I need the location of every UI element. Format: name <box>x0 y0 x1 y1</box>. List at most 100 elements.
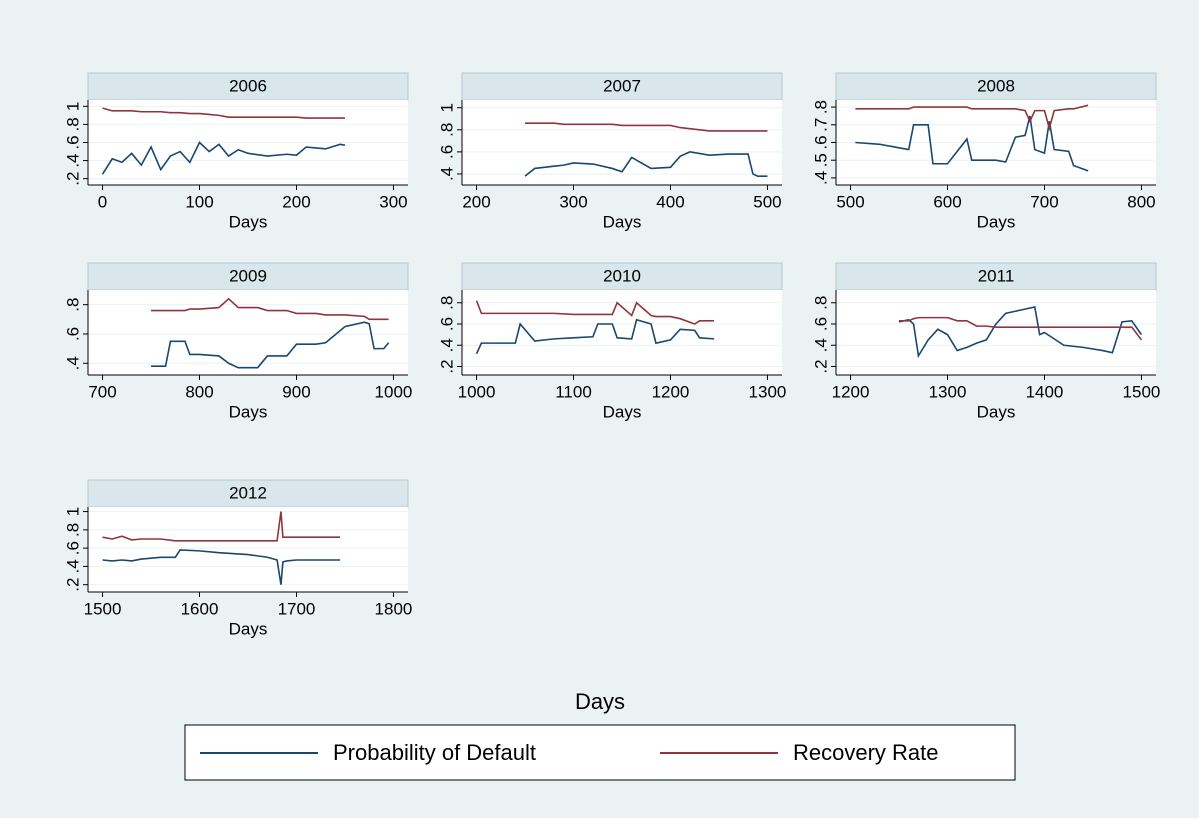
series-line <box>102 511 341 542</box>
x-tick-label: 1500 <box>1123 382 1161 401</box>
x-tick-label: 100 <box>185 192 213 211</box>
x-tick-label: 1500 <box>84 599 122 618</box>
y-tick-label: 1 <box>437 103 456 112</box>
x-tick-label: 1300 <box>929 382 967 401</box>
panel-title-bar <box>87 72 409 101</box>
x-tick-label: 800 <box>185 382 213 401</box>
y-tick-label: .8 <box>63 117 82 131</box>
x-axis-label: Days <box>977 212 1016 231</box>
y-tick-label: .6 <box>437 145 456 159</box>
x-axis-label: Days <box>229 212 268 231</box>
y-tick-label: .4 <box>63 559 82 573</box>
y-tick-label: .4 <box>63 356 82 370</box>
y-tick-label: .8 <box>811 296 830 310</box>
y-tick-label: 1 <box>63 507 82 516</box>
panel-title-bar <box>87 479 409 508</box>
y-tick-label: .2 <box>811 359 830 373</box>
x-tick-label: 1700 <box>278 599 316 618</box>
series-line <box>102 549 341 585</box>
x-tick-label: 700 <box>1030 192 1058 211</box>
series-line <box>855 115 1089 172</box>
series-line <box>525 122 768 132</box>
y-tick-label: .6 <box>811 135 830 149</box>
x-tick-label: 200 <box>462 192 490 211</box>
y-tick-label: .7 <box>811 118 830 132</box>
series-line <box>899 316 1143 341</box>
x-tick-label: 300 <box>559 192 587 211</box>
series-line <box>524 151 768 177</box>
x-tick-label: 0 <box>98 192 107 211</box>
y-tick-label: .4 <box>811 171 830 185</box>
panel-title-bar <box>87 262 409 291</box>
legend-box <box>184 724 1016 781</box>
series-line <box>475 300 715 325</box>
series-line <box>151 297 389 321</box>
panel-title: 2009 <box>229 266 267 285</box>
y-tick-label: .8 <box>811 100 830 114</box>
panel-title: 2006 <box>229 76 267 95</box>
panel-title-bar <box>461 72 783 101</box>
y-tick-label: .2 <box>63 172 82 186</box>
panel-title-bar <box>835 262 1157 291</box>
x-tick-label: 700 <box>88 382 116 401</box>
x-tick-label: 1600 <box>181 599 219 618</box>
panel-title: 2010 <box>603 266 641 285</box>
panel-title: 2012 <box>229 483 267 502</box>
series-line <box>855 104 1089 132</box>
x-axis-label: Days <box>603 402 642 421</box>
x-axis-label: Days <box>229 402 268 421</box>
plot-area <box>88 290 408 375</box>
x-tick-label: 400 <box>656 192 684 211</box>
y-tick-label: .4 <box>811 338 830 352</box>
y-tick-label: .5 <box>811 153 830 167</box>
y-tick-label: .8 <box>437 296 456 310</box>
x-tick-label: 600 <box>933 192 961 211</box>
x-tick-label: 500 <box>753 192 781 211</box>
y-tick-label: .6 <box>437 317 456 331</box>
plot-area <box>836 290 1156 375</box>
x-tick-label: 300 <box>379 192 407 211</box>
plot-area <box>88 507 408 592</box>
x-axis-title: Days <box>575 689 625 714</box>
x-tick-label: 500 <box>836 192 864 211</box>
x-tick-label: 1000 <box>375 382 413 401</box>
x-tick-label: 1000 <box>458 382 496 401</box>
panel-title-bar <box>461 262 783 291</box>
y-tick-label: .8 <box>437 123 456 137</box>
x-tick-label: 1400 <box>1026 382 1064 401</box>
y-tick-label: .8 <box>63 298 82 312</box>
x-tick-label: 1100 <box>555 382 592 401</box>
y-tick-label: .6 <box>63 541 82 555</box>
panel-title: 2011 <box>978 266 1015 285</box>
y-tick-label: .6 <box>63 135 82 149</box>
series-line <box>102 107 345 119</box>
x-tick-label: 1200 <box>832 382 870 401</box>
plot-area <box>462 290 782 375</box>
series-line <box>475 318 715 355</box>
series-line <box>151 321 390 369</box>
x-axis-label: Days <box>603 212 642 231</box>
y-tick-label: .6 <box>63 327 82 341</box>
x-axis-label: Days <box>229 619 268 638</box>
y-tick-label: .2 <box>63 578 82 592</box>
y-tick-label: .6 <box>811 317 830 331</box>
x-tick-label: 800 <box>1127 192 1155 211</box>
y-tick-label: .8 <box>63 523 82 537</box>
y-tick-label: .4 <box>63 153 82 167</box>
y-tick-label: .4 <box>437 338 456 352</box>
panel-title: 2007 <box>603 76 641 95</box>
y-tick-label: 1 <box>63 102 82 111</box>
x-tick-label: 1800 <box>375 599 413 618</box>
y-tick-label: .4 <box>437 167 456 181</box>
legend-label: Recovery Rate <box>793 740 939 765</box>
series-line <box>101 141 346 175</box>
panel-title: 2008 <box>977 76 1015 95</box>
x-axis-label: Days <box>977 402 1016 421</box>
x-tick-label: 1200 <box>652 382 690 401</box>
x-tick-label: 1300 <box>749 382 787 401</box>
y-tick-label: .2 <box>437 359 456 373</box>
x-tick-label: 200 <box>282 192 310 211</box>
x-tick-label: 900 <box>282 382 310 401</box>
series-line <box>898 306 1143 359</box>
